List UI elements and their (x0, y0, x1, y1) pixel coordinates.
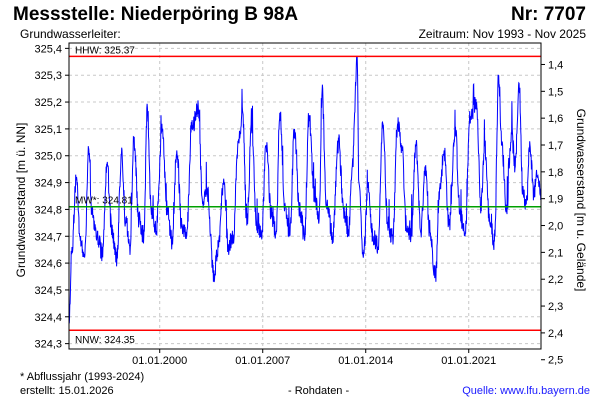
y-tick-label: 324,3 (34, 339, 62, 351)
x-axis: 01.01.2000 01.01.2007 01.01.2014 01.01.2021 (132, 349, 496, 367)
y2-tick-label: 1,9 (548, 194, 563, 206)
y-tick-label: 324,5 (34, 285, 62, 297)
source-link[interactable]: Quelle: www.lfu.bayern.de (462, 385, 590, 397)
x-tick-label: 01.01.2007 (235, 355, 290, 367)
y2-tick-label: 1,6 (548, 113, 563, 125)
y-tick-label: 324,9 (34, 178, 62, 190)
x-tick-label: 01.01.2000 (132, 355, 187, 367)
y-tick-label: 325,0 (34, 151, 62, 163)
y-axis-label: Grundwasserstand [m ü. NN] (14, 123, 28, 278)
raw-data-label: - Rohdaten - (288, 385, 350, 397)
plot-frame (68, 42, 542, 350)
y2-axis-label: Grundwasserstand [m u. Gelände] (574, 109, 588, 292)
period-label: Zeitraum: Nov 1993 - Nov 2025 (418, 27, 586, 41)
y-axis-left: 325,4 325,3 325,2 325,1 325,0 324,9 324,8 324,7… (34, 43, 69, 351)
reference-label-nnw: NNW: 324.35 (75, 335, 135, 346)
x-tick-label: 01.01.2014 (338, 355, 393, 367)
aquifer-label: Grundwasserleiter: (20, 27, 121, 41)
footnote: * Abflussjahr (1993-2024) (20, 371, 145, 383)
y2-tick-label: 1,7 (548, 140, 563, 152)
series-layer (68, 56, 542, 324)
y2-tick-label: 1,8 (548, 167, 563, 179)
reference-label-hhw: HHW: 325.37 (75, 45, 135, 56)
y-tick-label: 324,4 (34, 312, 62, 324)
y2-tick-label: 2,0 (548, 221, 563, 233)
reference-lines: HHW: 325.37 MW*: 324.81 NNW: 324.35 (69, 45, 541, 346)
y2-tick-label: 2,5 (548, 355, 563, 367)
x-tick-label: 01.01.2021 (441, 355, 496, 367)
series-line (68, 56, 542, 324)
created-date: erstellt: 15.01.2026 (20, 385, 114, 397)
y2-tick-label: 1,4 (548, 59, 563, 71)
y2-tick-label: 2,3 (548, 301, 563, 313)
y-tick-label: 325,3 (34, 70, 62, 82)
y-tick-label: 324,8 (34, 204, 62, 216)
y2-tick-label: 2,2 (548, 274, 563, 286)
y2-tick-label: 2,1 (548, 247, 563, 259)
y-axis-right: 1,4 1,5 1,6 1,7 1,8 1,9 2,0 2,1 2,2 2,3 2,4 2,5 (541, 59, 563, 367)
chart-title: Messstelle: Niederpöring B 98A (13, 4, 299, 25)
y-tick-label: 325,4 (34, 43, 62, 55)
y-tick-label: 324,6 (34, 258, 62, 270)
y2-tick-label: 2,4 (548, 328, 563, 340)
station-number: Nr: 7707 (511, 4, 586, 25)
y-tick-label: 325,1 (34, 124, 62, 136)
grid (69, 43, 541, 349)
y-tick-label: 325,2 (34, 97, 62, 109)
y2-tick-label: 1,5 (548, 86, 563, 98)
reference-label-mw: MW*: 324.81 (75, 196, 133, 207)
y-tick-label: 324,7 (34, 231, 62, 243)
